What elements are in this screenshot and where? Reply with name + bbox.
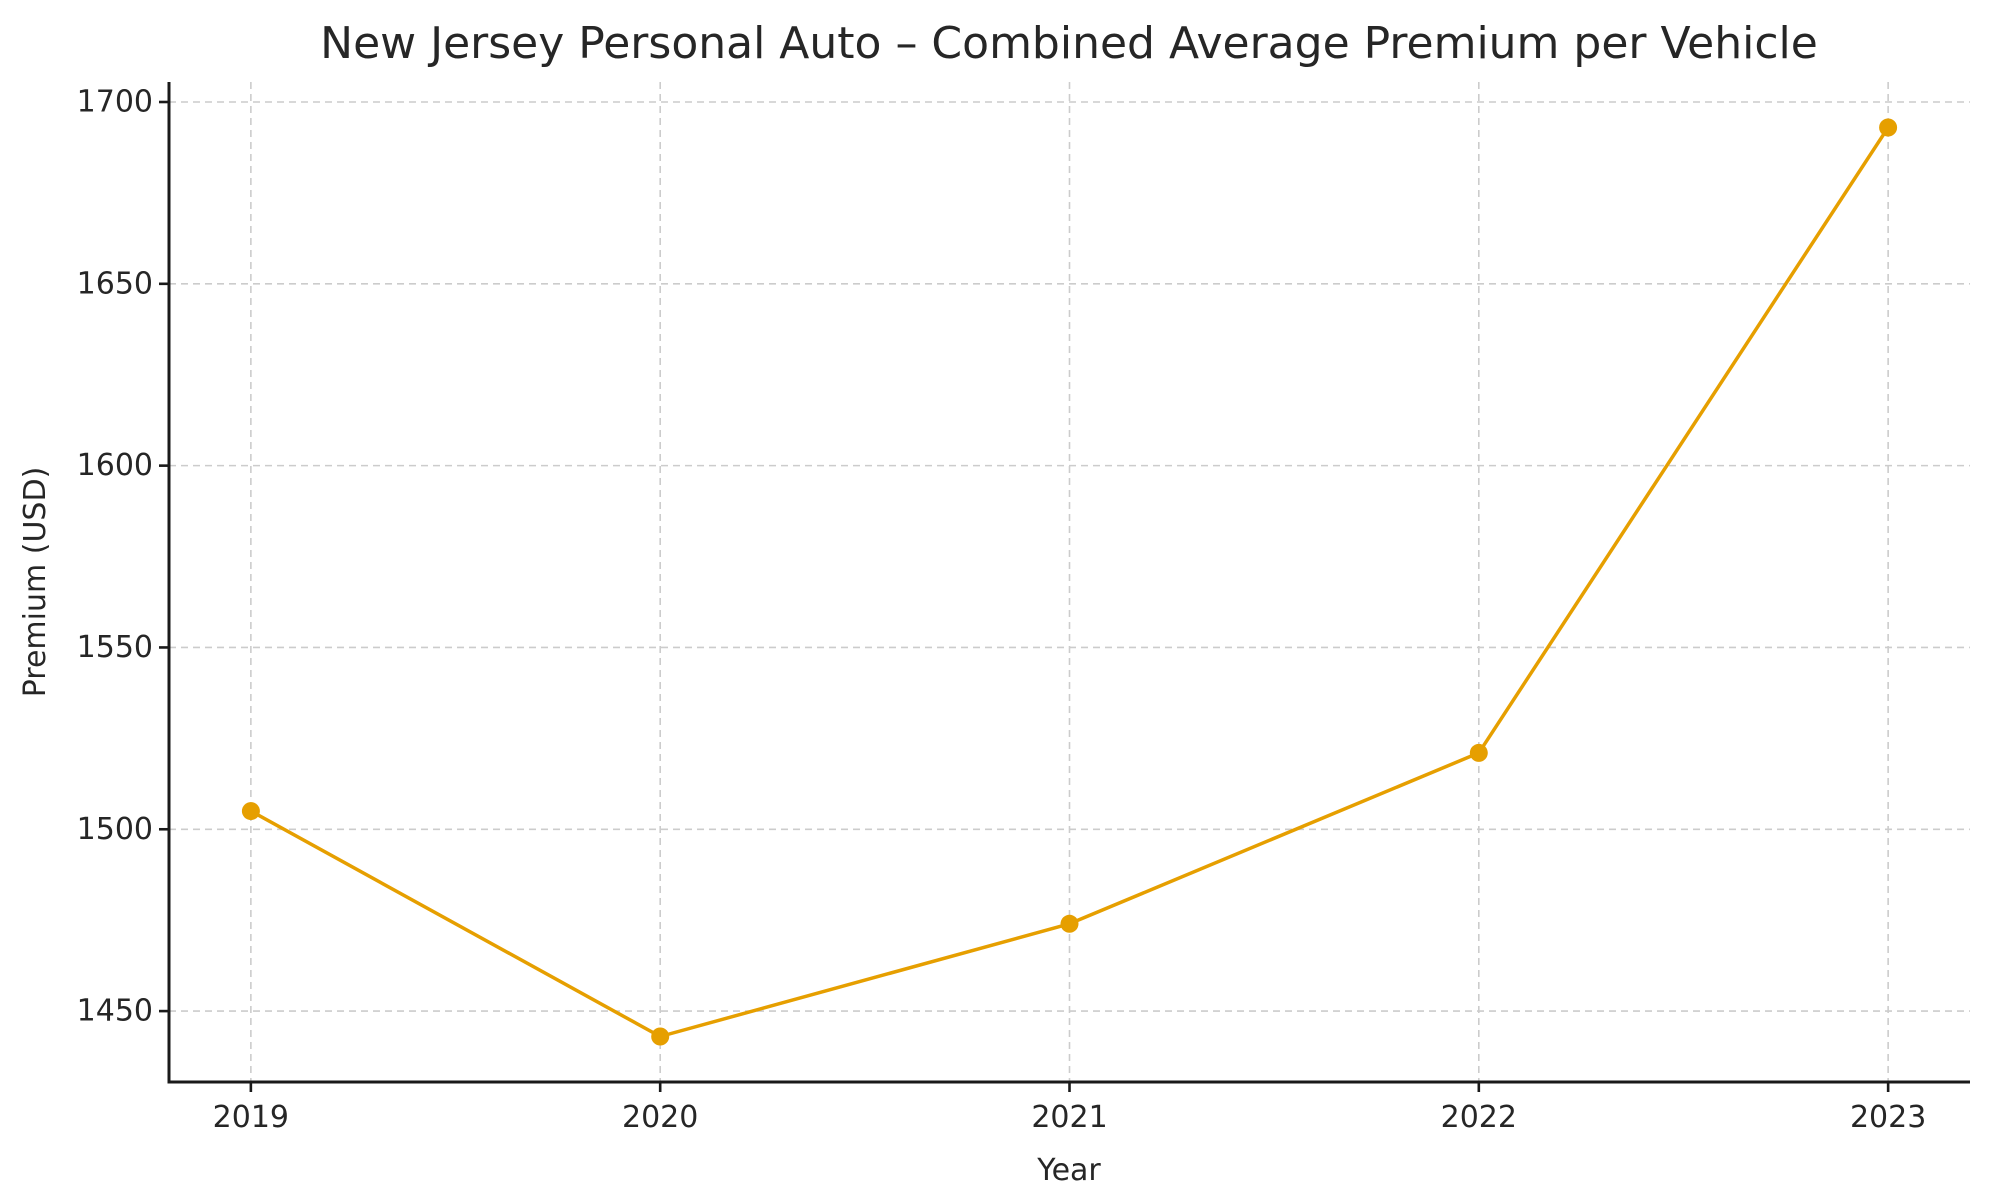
x-axis-label: Year <box>1036 1153 1101 1188</box>
x-tick-label: 2020 <box>622 1100 698 1135</box>
y-tick-label: 1700 <box>77 85 153 120</box>
x-tick-label: 2023 <box>1850 1100 1926 1135</box>
axes-layer: 1450 1500 1550 1600 1650 1700 2019 2020 2021 2022… <box>77 82 1970 1135</box>
x-tick-label: 2019 <box>213 1100 289 1135</box>
x-tick-label: 2022 <box>1441 1100 1517 1135</box>
data-point-2023 <box>1879 118 1898 137</box>
y-tick-label: 1500 <box>77 812 153 847</box>
y-tick-label: 1650 <box>77 266 153 301</box>
data-point-2021 <box>1060 914 1079 933</box>
y-axis-label: Premium (USD) <box>18 467 53 698</box>
y-tick-label: 1450 <box>77 994 153 1029</box>
data-point-2019 <box>241 802 260 821</box>
series-layer <box>241 118 1898 1046</box>
chart-title: New Jersey Personal Auto – Combined Aver… <box>320 18 1818 69</box>
data-point-2022 <box>1469 743 1488 762</box>
y-tick-label: 1600 <box>77 448 153 483</box>
data-point-2020 <box>651 1027 670 1046</box>
plot-layers: 1450 1500 1550 1600 1650 1700 2019 2020 2021 2022… <box>77 82 1970 1135</box>
x-tick-label: 2021 <box>1031 1100 1107 1135</box>
y-tick-label: 1550 <box>77 630 153 665</box>
